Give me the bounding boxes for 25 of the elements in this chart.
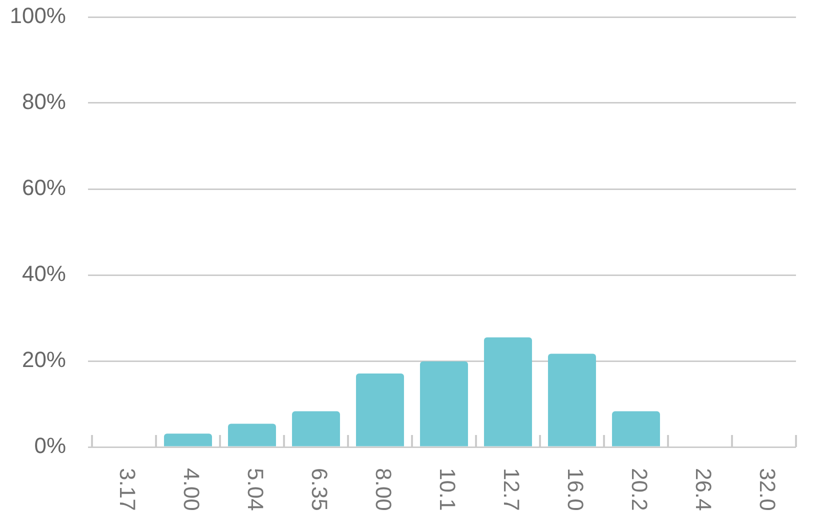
y-tick-label: 20%: [22, 347, 66, 372]
bar: [292, 411, 340, 446]
y-tick-label: 80%: [22, 89, 66, 114]
bar: [420, 361, 468, 446]
x-tick-label: 5.04: [242, 468, 268, 511]
x-tick-label: 8.00: [370, 468, 396, 511]
x-tick-label: 12.7: [498, 468, 524, 511]
y-tick-label: 100%: [10, 3, 66, 28]
bar: [484, 337, 532, 446]
bar: [356, 373, 404, 446]
x-tick-label: 4.00: [178, 468, 204, 511]
y-tick-label: 0%: [34, 433, 66, 458]
y-tick-label: 60%: [22, 175, 66, 200]
y-tick-label: 40%: [22, 261, 66, 286]
x-tick-label: 32.0: [754, 468, 780, 511]
bar: [612, 411, 660, 446]
bar: [164, 434, 212, 446]
bar: [228, 424, 276, 446]
x-tick-label: 26.4: [690, 468, 716, 511]
x-tick-label: 10.1: [434, 468, 460, 511]
x-tick-label: 16.0: [562, 468, 588, 511]
bar: [548, 354, 596, 446]
x-tick-label: 20.2: [626, 468, 652, 511]
x-tick-label: 6.35: [306, 468, 332, 511]
x-tick-label: 3.17: [114, 468, 140, 511]
